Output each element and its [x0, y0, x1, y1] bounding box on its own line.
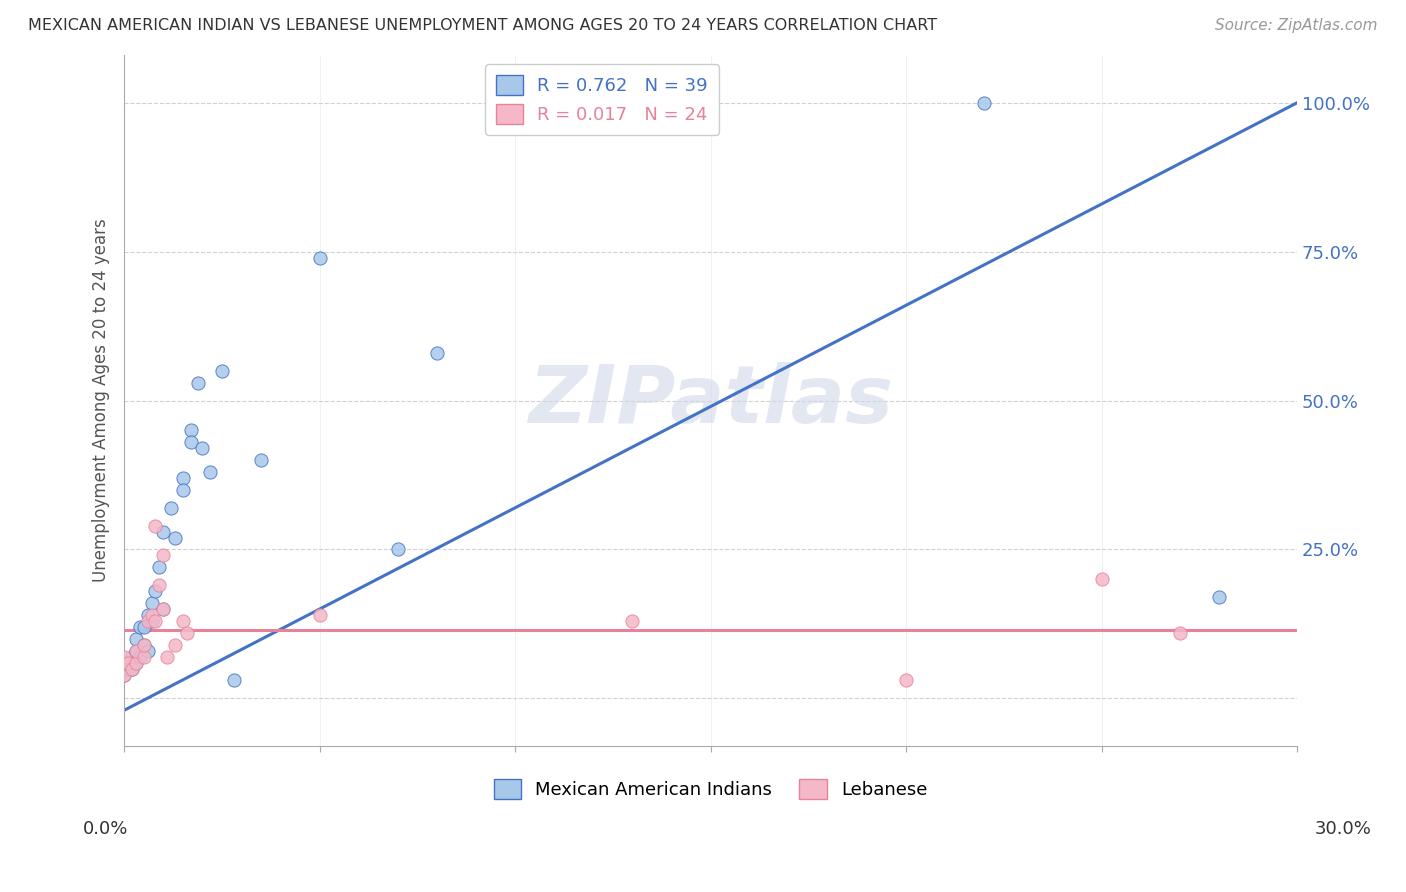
- Point: [163, 531, 186, 545]
- Point: [191, 441, 214, 455]
- Point: [141, 607, 163, 622]
- Point: [128, 649, 150, 664]
- Point: [152, 602, 174, 616]
- Point: [200, 465, 222, 479]
- Point: [152, 602, 174, 616]
- Point: [163, 638, 186, 652]
- Point: [132, 620, 155, 634]
- Point: [136, 614, 159, 628]
- Point: [387, 542, 409, 557]
- Point: [176, 625, 198, 640]
- Point: [125, 656, 148, 670]
- Point: [117, 662, 139, 676]
- Point: [128, 620, 150, 634]
- Point: [1208, 590, 1230, 604]
- Point: [148, 578, 170, 592]
- Point: [222, 673, 245, 688]
- Y-axis label: Unemployment Among Ages 20 to 24 years: Unemployment Among Ages 20 to 24 years: [93, 219, 110, 582]
- Point: [136, 607, 159, 622]
- Point: [172, 483, 194, 497]
- Point: [211, 364, 233, 378]
- Point: [141, 614, 163, 628]
- Point: [145, 614, 167, 628]
- Point: [136, 643, 159, 657]
- Point: [121, 649, 143, 664]
- Point: [112, 649, 135, 664]
- Point: [187, 376, 209, 390]
- Legend: Mexican American Indians, Lebanese: Mexican American Indians, Lebanese: [486, 772, 935, 806]
- Point: [112, 667, 135, 681]
- Text: ZIPatlas: ZIPatlas: [529, 361, 893, 440]
- Point: [152, 549, 174, 563]
- Point: [621, 614, 644, 628]
- Point: [112, 656, 135, 670]
- Point: [308, 607, 330, 622]
- Point: [132, 649, 155, 664]
- Point: [973, 95, 995, 110]
- Point: [308, 251, 330, 265]
- Point: [132, 638, 155, 652]
- Point: [180, 435, 202, 450]
- Point: [112, 662, 135, 676]
- Point: [172, 471, 194, 485]
- Point: [125, 656, 148, 670]
- Point: [141, 596, 163, 610]
- Point: [1090, 572, 1112, 586]
- Point: [121, 662, 143, 676]
- Point: [112, 667, 135, 681]
- Point: [112, 656, 135, 670]
- Point: [1168, 625, 1191, 640]
- Point: [145, 518, 167, 533]
- Point: [894, 673, 917, 688]
- Point: [180, 423, 202, 437]
- Text: 0.0%: 0.0%: [83, 820, 128, 838]
- Point: [426, 346, 449, 360]
- Point: [148, 560, 170, 574]
- Text: MEXICAN AMERICAN INDIAN VS LEBANESE UNEMPLOYMENT AMONG AGES 20 TO 24 YEARS CORRE: MEXICAN AMERICAN INDIAN VS LEBANESE UNEM…: [28, 18, 938, 33]
- Text: 30.0%: 30.0%: [1315, 820, 1371, 838]
- Point: [117, 656, 139, 670]
- Point: [156, 649, 179, 664]
- Point: [250, 453, 273, 467]
- Point: [125, 643, 148, 657]
- Point: [125, 632, 148, 646]
- Point: [145, 584, 167, 599]
- Point: [152, 524, 174, 539]
- Point: [132, 638, 155, 652]
- Point: [125, 643, 148, 657]
- Point: [172, 614, 194, 628]
- Point: [121, 662, 143, 676]
- Point: [160, 500, 183, 515]
- Text: Source: ZipAtlas.com: Source: ZipAtlas.com: [1215, 18, 1378, 33]
- Point: [117, 656, 139, 670]
